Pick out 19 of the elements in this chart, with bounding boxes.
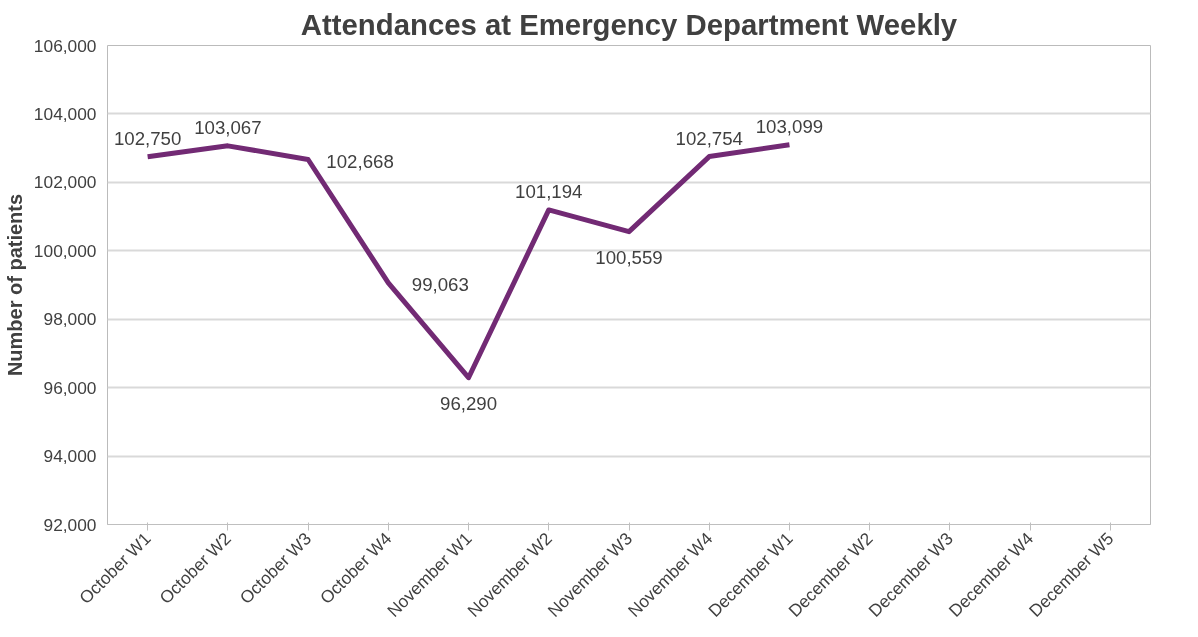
data-label: 102,750 — [113, 127, 182, 149]
y-tick-label: 104,000 — [33, 103, 97, 124]
data-label: 103,099 — [755, 115, 824, 137]
y-axis-title: Number of patients — [3, 193, 26, 377]
y-tick-label: 98,000 — [43, 309, 97, 330]
data-label: 99,063 — [411, 273, 469, 295]
y-tick-label: 96,000 — [43, 377, 97, 398]
data-label: 102,668 — [326, 150, 394, 172]
data-label: 102,754 — [675, 127, 743, 149]
chart-title: Attendances at Emergency Department Weekly — [300, 7, 958, 41]
data-label: 100,559 — [595, 246, 663, 268]
y-tick-label: 94,000 — [43, 446, 97, 467]
data-label: 103,067 — [194, 116, 262, 138]
y-tick-label: 100,000 — [33, 240, 97, 261]
y-tick-label: 106,000 — [33, 35, 97, 56]
data-label: 101,194 — [515, 180, 583, 202]
data-label: 96,290 — [440, 392, 498, 414]
y-tick-label: 92,000 — [43, 514, 97, 535]
y-tick-label: 102,000 — [33, 172, 97, 193]
